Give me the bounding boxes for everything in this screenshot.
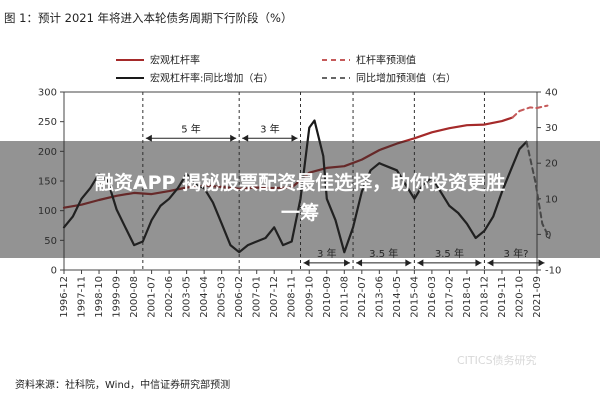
promo-overlay-band [0,141,600,258]
x-tick-label: 2021-09 [532,276,543,318]
series-line [511,104,549,119]
x-tick-label: 2015-04 [409,276,420,318]
x-tick-label: 2010-09 [322,276,333,318]
x-tick-label: 2011-08 [339,276,350,318]
x-tick-label: 2005-03 [217,276,228,318]
x-tick-label: 2001-07 [147,276,158,318]
arrow-head-right [230,134,237,142]
x-tick-label: 2003-05 [182,276,193,318]
y-right-tick-label: 40 [545,88,558,99]
x-tick-label: 2020-10 [514,276,525,318]
arrow-head-left [487,259,494,267]
arrow-head-right [405,259,412,267]
source-note: 资料来源：社科院，Wind，中信证券研究部预测 [15,380,231,391]
promo-title-line-1: 融资APP 揭秘股票配资最佳选择，助你投资更胜 [94,172,506,194]
legend-label: 宏观杠杆率:同比增加（右） [150,72,273,85]
promo-overlay-title[interactable]: 融资APP 揭秘股票配资最佳选择，助你投资更胜 一筹 [0,168,600,228]
cycle-span-label: 3 年 [260,122,280,135]
x-tick-label: 1998-10 [94,276,105,318]
x-tick-label: 2017-02 [444,276,455,318]
x-tick-label: 2007-01 [252,276,263,318]
x-tick-label: 2008-11 [287,276,298,318]
arrow-head-right [344,259,351,267]
x-tick-label: 1997-11 [77,276,88,318]
figure-caption: 图 1：预计 2021 年将进入本轮债务周期下行阶段（%） [4,11,293,25]
x-tick-label: 2007-12 [269,276,280,318]
y-right-tick-label: 30 [545,123,558,134]
arrow-head-right [475,259,482,267]
y-right-tick-label: -10 [545,266,561,277]
x-tick-label: 2012-07 [357,276,368,318]
x-tick-label: 2009-10 [304,276,315,318]
y-left-tick-label: 300 [38,88,57,99]
arrow-head-right [291,134,298,142]
legend-label: 杠杆率预测值 [356,54,416,67]
x-tick-label: 2018-01 [462,276,473,318]
y-left-tick-label: 0 [51,266,57,277]
x-tick-label: 2000-08 [129,276,140,318]
x-tick-label: 2013-06 [374,276,385,318]
x-tick-label: 2018-12 [479,276,490,318]
x-tick-label: 2014-05 [392,276,403,318]
arrow-head-left [145,134,152,142]
watermark: CITICS债务研究 [457,354,537,367]
x-tick-label: 2006-02 [234,276,245,318]
arrow-head-left [242,134,249,142]
arrow-head-right [538,259,545,267]
x-tick-label: 1996-12 [59,276,70,318]
x-tick-label: 2019-11 [497,276,508,318]
x-tick-label: 1999-09 [112,276,123,318]
x-tick-label: 2002-06 [164,276,175,318]
x-tick-label: 2004-04 [199,276,210,318]
cycle-span-label: 5 年 [181,122,201,135]
legend-label: 同比增加预测值（右） [356,72,456,85]
arrow-head-left [356,259,363,267]
y-left-tick-label: 250 [38,117,57,128]
arrow-head-left [303,259,310,267]
promo-title-line-2: 一筹 [280,202,319,224]
arrow-head-left [417,259,424,267]
x-tick-label: 2016-03 [427,276,438,318]
legend-label: 宏观杠杆率 [150,54,200,67]
